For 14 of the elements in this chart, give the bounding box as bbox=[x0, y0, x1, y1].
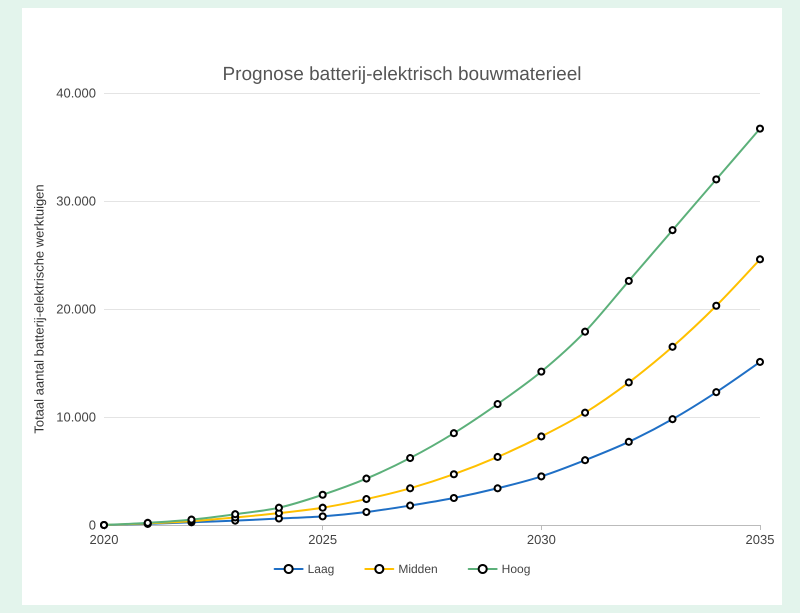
legend-label: Laag bbox=[308, 562, 334, 576]
x-tick-label: 2025 bbox=[308, 532, 338, 547]
y-tick-label: 0 bbox=[88, 518, 96, 532]
x-tick-label: 2020 bbox=[90, 532, 118, 547]
chart-title: Prognose batterij-elektrisch bouwmaterieel bbox=[222, 64, 582, 85]
y-tick-label: 40.000 bbox=[56, 86, 96, 100]
x-tick-label: 2035 bbox=[746, 532, 774, 547]
legend-label: Midden bbox=[398, 562, 438, 576]
y-tick-label: 10.000 bbox=[56, 410, 96, 424]
x-tick-label: 2030 bbox=[526, 532, 556, 547]
legend-label: Hoog bbox=[502, 562, 530, 576]
y-tick-label: 30.000 bbox=[56, 194, 96, 208]
y-axis-title: Totaal aantal batterij-elektrische werktuigen bbox=[31, 184, 46, 434]
y-tick-label: 20.000 bbox=[56, 302, 96, 316]
